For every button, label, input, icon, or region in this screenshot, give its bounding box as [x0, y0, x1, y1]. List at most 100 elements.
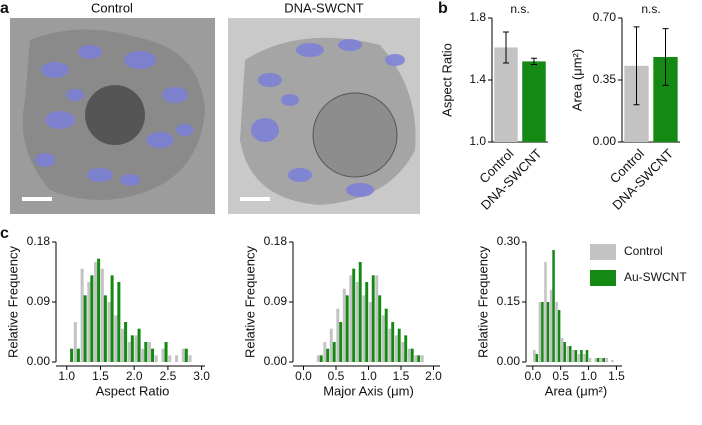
histogram-bar	[349, 275, 353, 362]
histogram-bar	[375, 275, 379, 362]
histogram-bar	[141, 348, 145, 362]
histogram-bar	[352, 268, 356, 362]
histogram-bar	[557, 310, 561, 362]
x-tick-label: 1.5	[393, 369, 410, 383]
y-tick-label: 0.70	[593, 10, 617, 24]
x-tick-label: 1.0	[580, 369, 597, 383]
histogram-bar	[611, 360, 614, 362]
histogram-bar	[107, 302, 111, 362]
histogram-bar	[168, 355, 172, 362]
histogram-bar	[404, 335, 408, 362]
legend-swatch	[590, 270, 616, 286]
y-tick-label: 0.15	[497, 294, 521, 308]
error-bar	[633, 26, 640, 106]
y-axis-label: Relative Frequency	[5, 246, 20, 358]
histogram-bar	[401, 342, 405, 362]
histogram-bar	[569, 346, 572, 362]
histogram-bar	[144, 342, 148, 362]
histogram-bar	[323, 342, 327, 362]
histogram-bar	[574, 350, 578, 362]
histogram-bar	[371, 275, 375, 362]
histogram-bar	[588, 358, 592, 362]
bar	[494, 47, 518, 143]
panel-label: c	[0, 225, 9, 242]
x-tick-label: 3.0	[193, 369, 210, 383]
image-control	[10, 18, 215, 214]
y-tick-label: 0.18	[27, 234, 51, 248]
histogram-bar	[174, 355, 179, 362]
x-tick-label: 1.0	[58, 369, 75, 383]
histogram-bar	[417, 355, 421, 362]
histogram-bar	[94, 262, 98, 362]
histogram-bar	[87, 282, 91, 362]
histogram-bar	[585, 350, 589, 362]
x-axis-label: Major Axis (μm)	[323, 383, 414, 398]
histogram-bar	[339, 322, 343, 362]
legend-label: Control	[624, 244, 663, 258]
histogram-bar	[546, 302, 550, 362]
histogram-bar	[394, 335, 398, 362]
histogram-bar	[161, 348, 165, 362]
histogram-bar	[365, 282, 369, 362]
histogram-bar	[76, 348, 80, 362]
x-tick-label: 1.5	[92, 369, 109, 383]
histogram-bar	[345, 295, 349, 362]
y-tick-label: 0.30	[497, 234, 521, 248]
x-tick-label: 2.0	[126, 369, 143, 383]
histogram-bar	[535, 354, 539, 362]
histogram-bar	[164, 342, 168, 362]
histogram-bar	[121, 328, 125, 362]
histogram-bar	[552, 250, 555, 362]
histogram-bar	[533, 350, 536, 362]
y-tick-label: 0.00	[264, 354, 288, 368]
histogram-bar	[188, 355, 192, 362]
histogram-bar	[420, 355, 424, 362]
error-bar	[662, 28, 669, 86]
x-tick-label: 2.0	[425, 369, 442, 383]
error-bar	[531, 57, 537, 65]
image-title: DNA-SWCNT	[284, 0, 363, 15]
legend-swatch	[590, 244, 616, 260]
histogram-bar	[148, 342, 152, 362]
histogram-bar	[355, 282, 359, 362]
histogram-bar	[566, 346, 570, 362]
y-tick-label: 0.35	[593, 72, 617, 86]
x-axis-label: Aspect Ratio	[96, 383, 170, 398]
histogram-bar	[151, 348, 155, 362]
histogram-bar	[391, 322, 395, 362]
x-tick-label: 2.5	[160, 369, 177, 383]
histogram-bar	[384, 308, 388, 362]
histogram-bar	[181, 348, 185, 362]
histogram-bar	[329, 328, 333, 362]
histogram-bar	[114, 315, 118, 362]
y-tick-label: 0.09	[27, 294, 51, 308]
y-axis-label: Aspect Ratio	[439, 43, 454, 117]
histogram-bar	[563, 342, 566, 362]
histogram-bar	[336, 308, 340, 362]
histogram-bar	[397, 328, 401, 362]
error-bar	[503, 31, 509, 64]
histogram-bar	[130, 335, 134, 362]
histogram-bar	[80, 268, 84, 362]
histogram-bar	[549, 290, 553, 362]
histogram-bar	[599, 358, 603, 362]
histogram-bar	[572, 350, 575, 362]
nucleus	[312, 92, 398, 178]
histogram-bar	[70, 348, 74, 362]
histogram-bar	[90, 275, 94, 362]
histogram-bar	[368, 302, 372, 362]
histogram-bar	[538, 302, 542, 362]
histogram-bar	[388, 328, 392, 362]
y-tick-label: 0.00	[27, 354, 51, 368]
y-tick-label: 0.18	[264, 234, 288, 248]
x-tick-label: 0.5	[552, 369, 569, 383]
mitochondria	[35, 45, 194, 186]
panel-label: a	[0, 0, 9, 17]
histogram-bar	[577, 354, 581, 362]
histogram-bar	[596, 358, 600, 362]
y-tick-label: 0.00	[593, 134, 617, 148]
histogram-bar	[555, 302, 558, 362]
x-tick-label: 0.0	[295, 369, 312, 383]
x-tick-label: 1.5	[608, 369, 625, 383]
